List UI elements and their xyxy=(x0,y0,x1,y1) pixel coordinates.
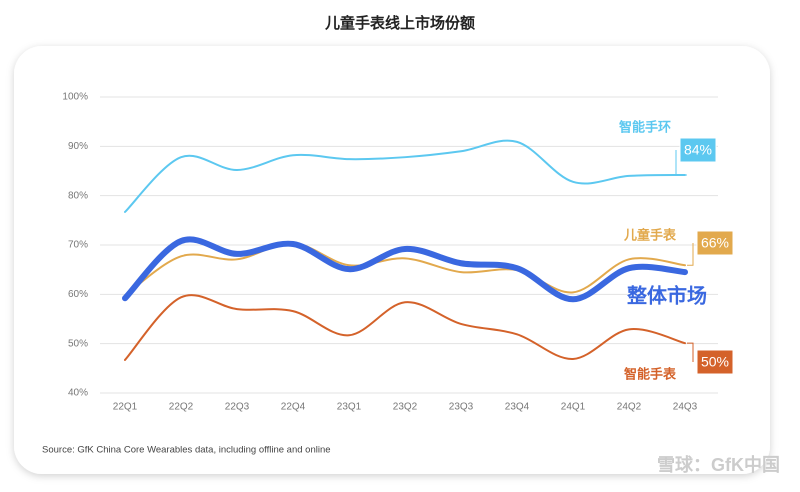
x-tick-label: 23Q1 xyxy=(337,402,362,413)
y-tick-label: 40% xyxy=(68,388,88,399)
series-line xyxy=(124,242,686,297)
series-label: 儿童手表 xyxy=(623,227,677,242)
x-tick-label: 22Q2 xyxy=(169,402,194,413)
value-label-box xyxy=(696,230,734,256)
x-tick-label: 23Q4 xyxy=(505,402,530,413)
value-label-box xyxy=(679,137,717,163)
x-tick-label: 23Q3 xyxy=(449,402,474,413)
y-tick-label: 60% xyxy=(68,289,88,300)
label-connector xyxy=(687,243,694,266)
y-tick-label: 50% xyxy=(68,338,88,349)
chart-title: 儿童手表线上市场份额 xyxy=(324,14,475,32)
x-tick-label: 22Q3 xyxy=(225,402,250,413)
series-label: 智能手环 xyxy=(619,119,671,134)
y-tick-label: 80% xyxy=(68,190,88,201)
series-line xyxy=(122,236,688,303)
series-line xyxy=(124,139,686,213)
value-label: 50% xyxy=(701,354,729,370)
x-tick-label: 23Q2 xyxy=(393,402,418,413)
y-tick-label: 100% xyxy=(62,92,88,103)
series-label: 整体市场 xyxy=(626,283,707,307)
value-label-box xyxy=(696,349,734,375)
label-connector xyxy=(687,342,694,362)
x-tick-label: 24Q3 xyxy=(673,402,698,413)
watermark: 雪球：GfK中国 xyxy=(657,454,780,475)
value-label: 84% xyxy=(684,142,712,158)
series-line xyxy=(124,294,686,361)
x-tick-label: 22Q4 xyxy=(281,402,306,413)
y-tick-label: 90% xyxy=(68,141,88,152)
source-note: Source: GfK China Core Wearables data, i… xyxy=(42,445,331,456)
x-tick-label: 22Q1 xyxy=(113,402,138,413)
x-tick-label: 24Q2 xyxy=(617,402,642,413)
label-connector xyxy=(675,150,687,176)
y-tick-label: 70% xyxy=(68,240,88,251)
x-tick-label: 24Q1 xyxy=(561,402,586,413)
value-label: 66% xyxy=(701,235,729,251)
series-label: 智能手表 xyxy=(624,366,677,381)
